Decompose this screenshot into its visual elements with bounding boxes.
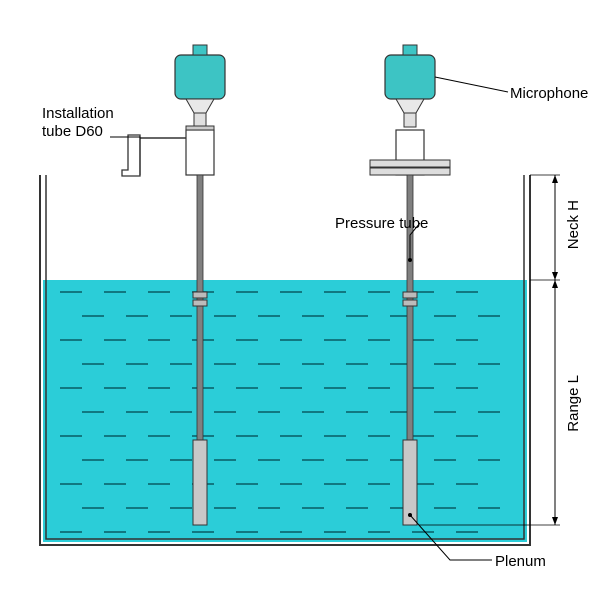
label-plenum: Plenum: [495, 553, 546, 571]
label-pressure-tube: Pressure tube: [335, 215, 428, 233]
label-installation-tube: Installation tube D60: [42, 105, 114, 141]
label-microphone: Microphone: [510, 85, 588, 103]
label-range: Range L: [565, 375, 582, 432]
label-neck: Neck H: [565, 200, 582, 249]
